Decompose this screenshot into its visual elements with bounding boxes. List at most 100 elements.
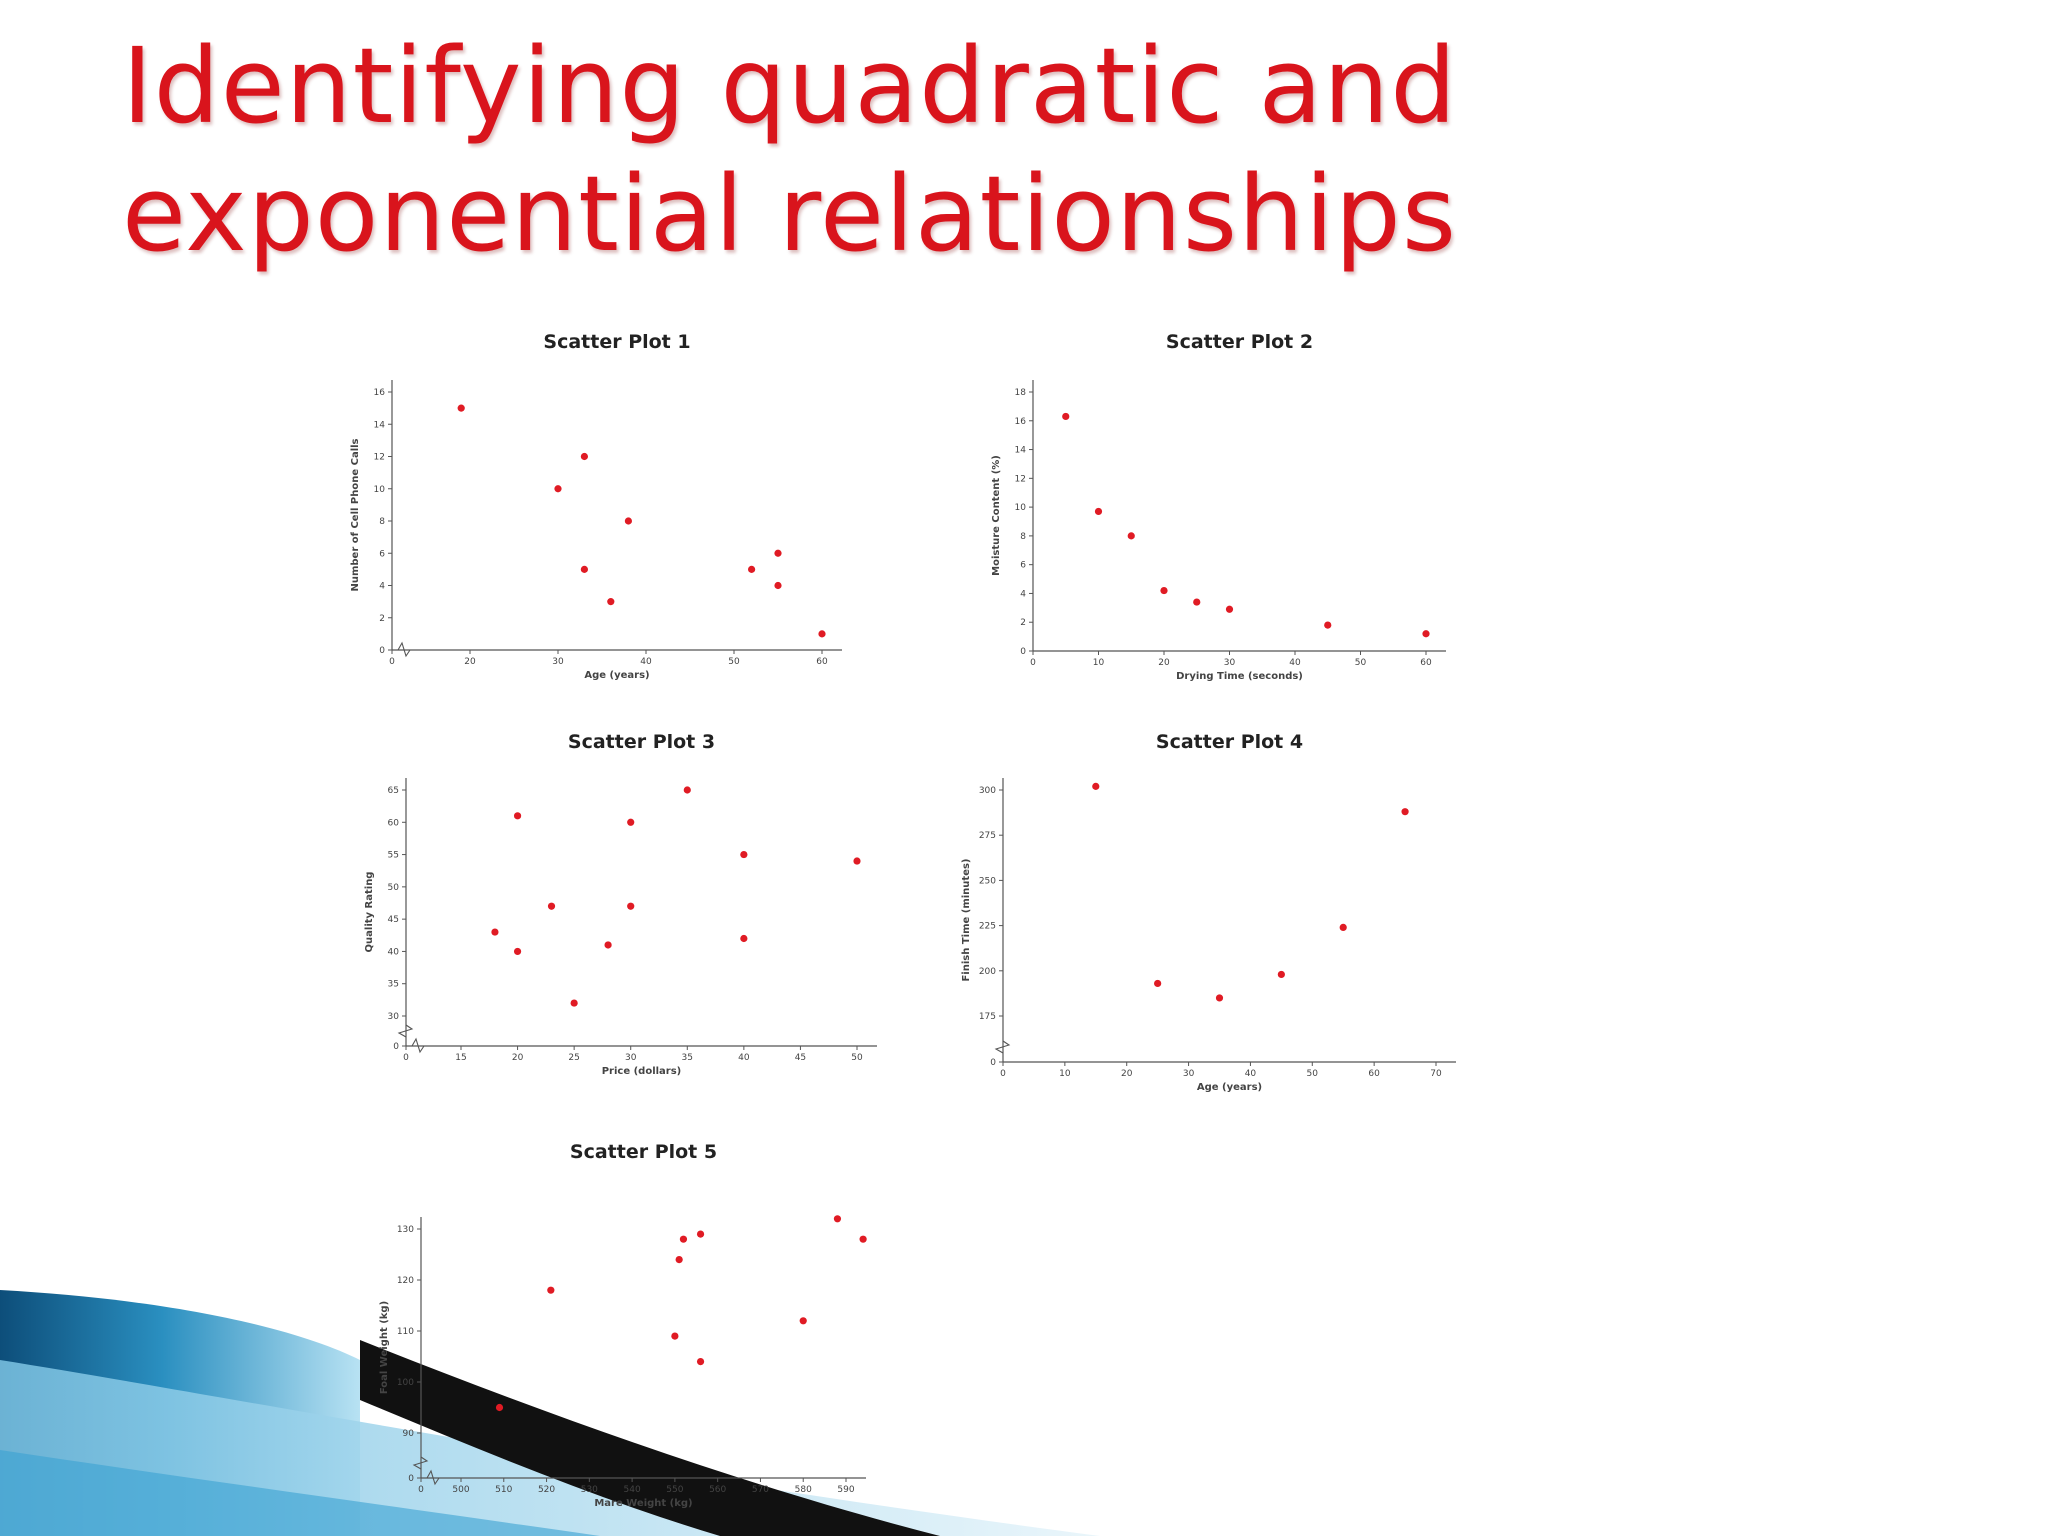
data-point [580, 452, 589, 461]
y-tick-label: 65 [388, 786, 399, 796]
title-line-1: Identifying quadratic and [122, 25, 1458, 147]
x-tick-label: 10 [1059, 1069, 1071, 1079]
y-tick-label: 18 [1015, 388, 1027, 398]
y-tick-label: 100 [397, 1378, 414, 1388]
y-tick-label: 0 [379, 646, 385, 656]
data-point [1160, 586, 1168, 595]
data-point [1225, 605, 1234, 613]
y-tick-label: 60 [388, 818, 400, 828]
scatter-plot-2: Scatter Plot 2 0 10 20 30 40 50 60 0 2 4 6 8 10 12 14 16… [991, 331, 1446, 682]
data-point [1062, 412, 1070, 421]
data-point [607, 598, 615, 606]
x-tick-label: 500 [452, 1485, 469, 1495]
y-tick-label: 8 [1020, 532, 1026, 542]
plot-title: Scatter Plot 2 [1166, 331, 1313, 353]
x-tick-label: 0 [1030, 658, 1036, 668]
x-tick-label: 15 [455, 1053, 466, 1063]
data-point [740, 850, 748, 859]
x-tick-label: 540 [624, 1485, 641, 1495]
data-point [554, 485, 562, 493]
x-tick-label: 50 [728, 657, 740, 667]
y-tick-label: 250 [979, 876, 996, 886]
x-tick-label: 20 [512, 1053, 524, 1063]
x-tick-label: 570 [752, 1485, 769, 1495]
data-point [547, 902, 556, 910]
x-tick-label: 20 [464, 657, 476, 667]
data-point [679, 1235, 688, 1243]
x-tick-label: 60 [1368, 1069, 1380, 1079]
title-line-2: exponential relationships [122, 153, 1458, 275]
y-tick-label: 120 [397, 1276, 414, 1286]
data-point [624, 517, 633, 525]
x-tick-label: 510 [495, 1485, 512, 1495]
data-point [748, 565, 756, 573]
data-point [1127, 532, 1135, 540]
x-tick-label: 50 [1355, 658, 1367, 668]
x-tick-label: 45 [795, 1053, 806, 1063]
data-point [675, 1256, 683, 1264]
plot-title: Scatter Plot 1 [543, 331, 690, 353]
y-tick-label: 0 [408, 1474, 414, 1484]
data-point [457, 404, 465, 412]
data-point [1324, 621, 1332, 629]
y-tick-label: 55 [388, 851, 399, 861]
y-tick-label: 2 [1020, 618, 1026, 628]
y-tick-label: 8 [379, 517, 385, 527]
y-axis-break [994, 1040, 1011, 1054]
x-tick-label: 520 [538, 1485, 555, 1495]
y-tick-label: 12 [1015, 474, 1026, 484]
data-point [570, 999, 578, 1007]
y-tick-label: 35 [388, 980, 399, 990]
plot-title: Scatter Plot 3 [568, 731, 715, 753]
data-point [1339, 923, 1347, 932]
x-axis-label: Drying Time (seconds) [1176, 671, 1303, 682]
data-point [604, 941, 612, 949]
y-axis-label: Quality Rating [364, 872, 375, 953]
scatter-plot-3: Scatter Plot 3 0 15 20 25 30 35 40 45 50 0 30 35 40 45… [364, 731, 877, 1077]
x-tick-label: 0 [403, 1053, 409, 1063]
data-point [513, 812, 522, 820]
x-tick-label: 40 [738, 1053, 750, 1063]
data-point [1094, 507, 1103, 516]
y-tick-label: 50 [388, 883, 400, 893]
x-tick-label: 35 [682, 1053, 693, 1063]
x-tick-label: 25 [568, 1053, 579, 1063]
x-tick-label: 0 [1000, 1069, 1006, 1079]
data-point [799, 1317, 807, 1325]
data-point [740, 934, 748, 943]
data-point [696, 1358, 705, 1366]
y-tick-label: 175 [979, 1012, 996, 1022]
x-axis-label: Price (dollars) [602, 1066, 682, 1077]
x-tick-label: 60 [816, 657, 828, 667]
data-point [513, 947, 522, 956]
y-axis-label: Finish Time (minutes) [961, 858, 972, 981]
data-point [683, 786, 691, 794]
y-tick-label: 0 [393, 1042, 399, 1052]
y-tick-label: 16 [1015, 417, 1027, 427]
x-tick-label: 50 [1307, 1069, 1319, 1079]
data-point [671, 1332, 679, 1340]
data-point [1193, 598, 1201, 606]
data-point [495, 1403, 504, 1412]
data-point [1154, 979, 1162, 988]
y-tick-label: 300 [979, 786, 996, 796]
x-axis-label: Mare Weight (kg) [594, 1498, 692, 1509]
x-tick-label: 530 [581, 1485, 598, 1495]
data-point [627, 818, 635, 826]
data-point [774, 581, 782, 590]
x-tick-label: 580 [795, 1485, 812, 1495]
x-axis-break [411, 1037, 425, 1054]
y-tick-label: 30 [388, 1012, 400, 1022]
y-tick-label: 12 [374, 453, 385, 463]
y-axis-break [412, 1456, 429, 1470]
y-tick-label: 225 [979, 922, 996, 932]
y-axis-break [397, 1024, 414, 1038]
data-point [1422, 630, 1430, 638]
data-point [774, 549, 782, 557]
y-tick-label: 110 [397, 1327, 414, 1337]
y-tick-label: 275 [979, 831, 996, 841]
data-point [859, 1235, 867, 1243]
data-point [547, 1286, 555, 1294]
x-tick-label: 30 [1224, 658, 1236, 668]
